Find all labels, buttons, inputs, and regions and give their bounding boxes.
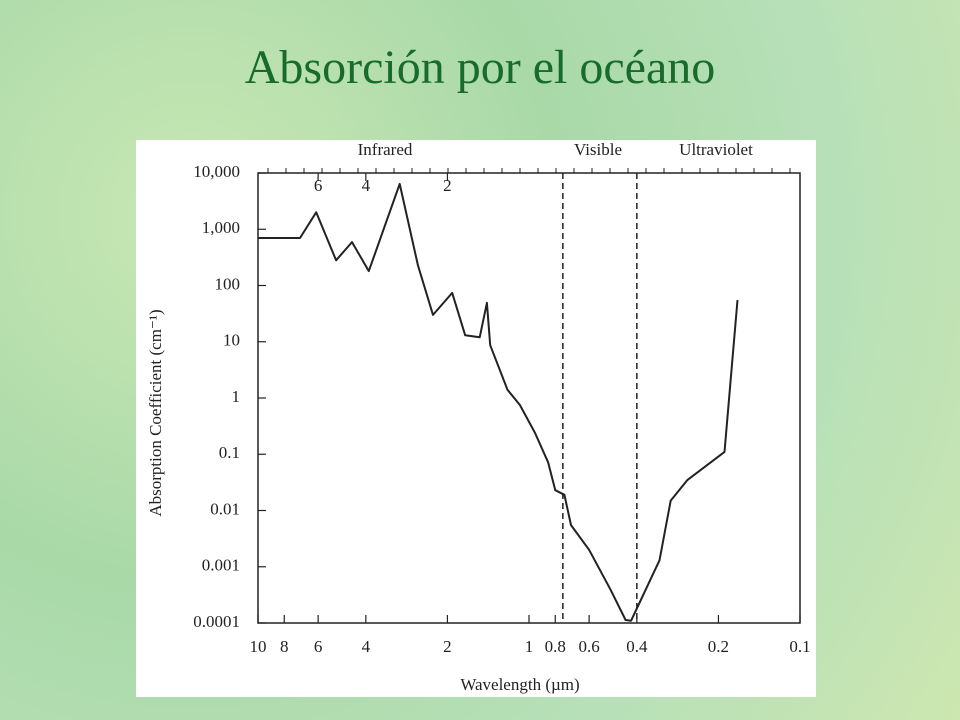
x-tick-label: 6 (314, 637, 323, 656)
x-tick-label: 2 (443, 637, 452, 656)
y-tick-label: 0.01 (210, 499, 240, 518)
region-label: Ultraviolet (679, 140, 753, 159)
x-axis-title: Wavelength (µm) (460, 675, 579, 694)
x-tick-label: 10 (250, 637, 267, 656)
region-label: Visible (574, 140, 622, 159)
x-tick-label: 0.6 (578, 637, 599, 656)
y-tick-label: 1,000 (202, 218, 240, 237)
x-tick-label: 8 (280, 637, 289, 656)
x-tick-label: 0.2 (708, 637, 729, 656)
y-axis-title: Absorption Coefficient (cm⁻¹) (146, 309, 165, 516)
y-tick-label: 10,000 (193, 162, 240, 181)
y-tick-label: 100 (215, 274, 241, 293)
y-tick-label: 0.1 (219, 443, 240, 462)
x-tick-label: 1 (525, 637, 534, 656)
y-tick-label: 0.001 (202, 556, 240, 575)
chart-panel (136, 140, 816, 697)
data-line (258, 182, 739, 622)
x2-tick-label: 4 (362, 176, 371, 195)
y-tick-label: 1 (232, 387, 241, 406)
region-label: Infrared (358, 140, 413, 159)
x-tick-label: 4 (362, 637, 371, 656)
x-tick-label: 0.8 (545, 637, 566, 656)
y-tick-label: 0.0001 (193, 612, 240, 631)
x2-tick-label: 2 (443, 176, 452, 195)
x2-tick-label: 6 (314, 176, 323, 195)
x-tick-label: 0.1 (789, 637, 810, 656)
x-tick-label: 0.4 (626, 637, 648, 656)
slide-title: Absorción por el océano (244, 41, 716, 94)
y-tick-label: 10 (223, 331, 240, 350)
